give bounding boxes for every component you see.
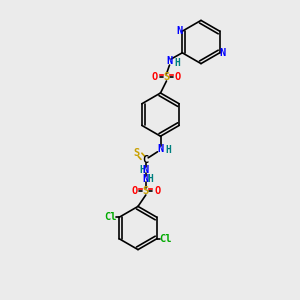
Text: O: O bbox=[175, 72, 181, 82]
Text: O: O bbox=[131, 186, 137, 197]
Text: N: N bbox=[176, 26, 182, 36]
Text: N: N bbox=[143, 165, 149, 176]
Text: H: H bbox=[165, 145, 171, 155]
Text: Cl: Cl bbox=[160, 234, 172, 244]
Text: N: N bbox=[167, 56, 172, 67]
Text: H: H bbox=[174, 58, 180, 68]
Text: C: C bbox=[143, 154, 149, 165]
Text: N: N bbox=[143, 174, 149, 184]
Text: S: S bbox=[164, 72, 169, 82]
Text: S: S bbox=[134, 148, 140, 158]
Text: H: H bbox=[148, 174, 154, 184]
Text: N: N bbox=[220, 48, 226, 58]
Text: N: N bbox=[158, 144, 164, 154]
Text: O: O bbox=[154, 186, 160, 197]
Text: O: O bbox=[152, 72, 158, 82]
Text: S: S bbox=[143, 186, 149, 197]
Text: H: H bbox=[139, 165, 145, 176]
Text: Cl: Cl bbox=[104, 212, 116, 222]
